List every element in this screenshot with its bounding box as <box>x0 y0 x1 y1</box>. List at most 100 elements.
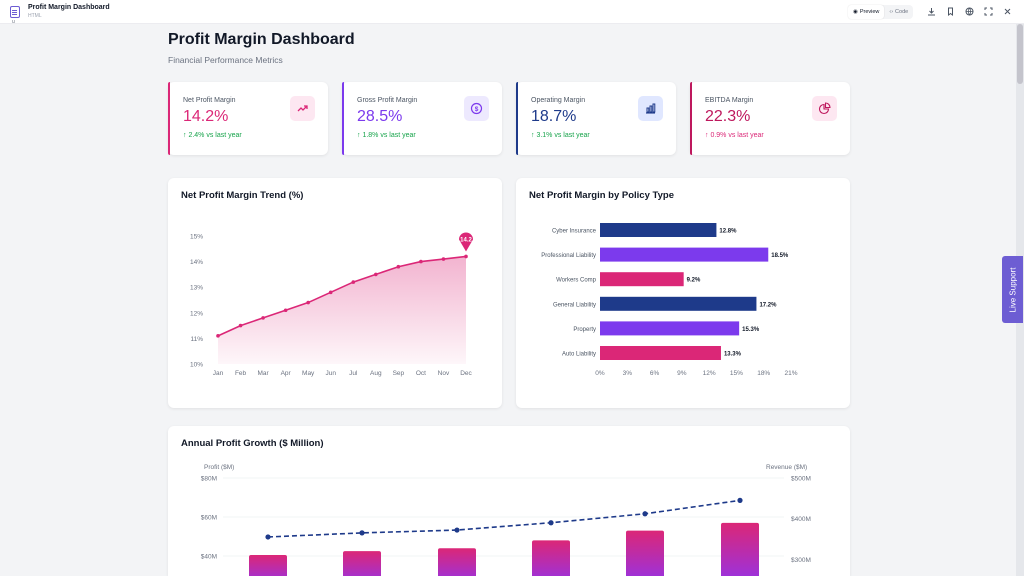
y-tick-label: 11% <box>190 336 203 343</box>
kpi-label: Net Profit Margin <box>183 97 236 104</box>
y-tick-left: $80M <box>201 476 217 483</box>
kpi-card-ebitda: EBITDA Margin 22.3% ↑ 0.9% vs last year <box>690 82 850 155</box>
chart-title: Net Profit Margin by Policy Type <box>529 190 674 201</box>
data-point <box>396 264 401 269</box>
kpi-accent <box>342 82 344 155</box>
page-subtitle: Financial Performance Metrics <box>168 55 283 65</box>
trend-up-icon <box>290 96 315 121</box>
x-tick-label: 9% <box>677 370 687 377</box>
profit-bar <box>343 551 381 576</box>
category-label: Professional Liability <box>541 253 596 259</box>
data-point <box>261 316 265 320</box>
y-axis-right-label: Revenue ($M) <box>766 464 807 471</box>
value-label: 12.8% <box>719 229 737 235</box>
chart-title: Annual Profit Growth ($ Million) <box>181 438 324 449</box>
bookmark-icon[interactable] <box>946 7 955 16</box>
kpi-trend: ↑ 3.1% vs last year <box>531 132 590 139</box>
y-axis-left-label: Profit ($M) <box>204 464 234 471</box>
kpi-value: 14.2% <box>183 108 229 125</box>
category-label: Workers Comp <box>556 278 597 284</box>
trend-chart: 10% 11% 12% 13% 14% 15% Jan Feb Mar Apr May Jun Jul A… <box>190 232 473 377</box>
kpi-accent <box>690 82 692 155</box>
y-tick-right: $500M <box>791 476 811 483</box>
x-tick-label: Mar <box>257 370 269 377</box>
x-tick-label: 6% <box>650 370 660 377</box>
x-tick-label: Feb <box>235 370 247 377</box>
data-point <box>238 323 243 328</box>
x-tick-label: Jun <box>325 370 336 377</box>
x-tick-label: Oct <box>416 370 426 377</box>
profit-bar <box>249 555 287 576</box>
revenue-line <box>267 499 741 538</box>
bar <box>600 321 740 336</box>
revenue-point <box>265 534 271 540</box>
value-label: 15.3% <box>742 327 760 333</box>
series-line <box>217 255 467 337</box>
sidebar-glyph: u <box>12 19 15 25</box>
data-point <box>306 300 310 305</box>
bar <box>600 223 717 237</box>
kpi-value: 28.5% <box>357 108 403 125</box>
y-tick-label: 14% <box>190 259 203 266</box>
download-icon[interactable] <box>927 7 936 16</box>
chart-title: Net Profit Margin Trend (%) <box>181 190 304 201</box>
data-point <box>464 254 468 259</box>
kpi-label: EBITDA Margin <box>705 97 754 104</box>
x-tick-label: 12% <box>703 370 716 377</box>
live-support-label: Live Support <box>1008 267 1017 312</box>
y-tick-right: $400M <box>791 516 811 523</box>
bar <box>600 272 684 287</box>
value-label: 13.3% <box>724 352 742 358</box>
page-title: Profit Margin Dashboard <box>168 31 355 48</box>
highlight-pin <box>459 232 473 252</box>
profit-bar <box>532 540 570 576</box>
highlight-label: 14.2 <box>460 237 472 243</box>
revenue-point <box>642 511 648 517</box>
kpi-trend: ↑ 1.8% vs last year <box>357 132 416 139</box>
x-tick-label: 15% <box>730 370 743 377</box>
category-label: Auto Liability <box>562 352 596 358</box>
x-tick-label: 0% <box>595 370 605 377</box>
policy-chart: Cyber Insurance 12.8% Professional Liabili… <box>541 223 798 377</box>
bar <box>600 296 757 311</box>
kpi-card-net-profit: Net Profit Margin 14.2% ↑ 2.4% vs last y… <box>168 82 328 155</box>
data-point <box>441 257 446 261</box>
revenue-point <box>359 530 365 536</box>
y-tick-label: 10% <box>190 362 203 369</box>
dollar-icon: $ <box>464 96 489 121</box>
category-label: Cyber Insurance <box>552 229 597 235</box>
profit-bar <box>438 548 476 576</box>
growth-chart-card: Annual Profit Growth ($ Million) Profit … <box>168 426 850 576</box>
x-tick-label: Sep <box>393 370 405 377</box>
x-tick-label: Jan <box>213 370 224 377</box>
data-point <box>419 259 423 264</box>
x-tick-label: Jul <box>349 370 358 377</box>
kpi-label: Operating Margin <box>531 97 586 104</box>
y-tick-left: $60M <box>201 515 217 522</box>
x-tick-label: Aug <box>370 370 382 377</box>
kpi-accent <box>516 82 518 155</box>
kpi-value: 22.3% <box>705 108 751 125</box>
y-tick-label: 15% <box>190 234 203 241</box>
x-tick-label: 3% <box>623 370 633 377</box>
bar <box>600 247 769 262</box>
bar <box>600 346 721 360</box>
policy-chart-card: Net Profit Margin by Policy Type Cyber I… <box>516 178 850 408</box>
y-tick-label: 12% <box>190 310 203 317</box>
x-tick-label: Nov <box>438 370 450 377</box>
live-support-button[interactable]: Live Support <box>1002 256 1023 323</box>
fullscreen-icon[interactable] <box>984 7 993 16</box>
globe-icon[interactable] <box>965 7 974 16</box>
close-icon[interactable] <box>1003 7 1012 16</box>
code-icon: ‹› <box>889 9 894 15</box>
code-button[interactable]: ‹› Code <box>884 5 913 19</box>
app-title: Profit Margin Dashboard <box>28 4 110 11</box>
scroll-thumb[interactable] <box>1017 24 1023 84</box>
value-label: 17.2% <box>759 302 777 308</box>
x-tick-label: 18% <box>757 370 770 377</box>
category-label: Property <box>573 327 596 333</box>
data-point <box>283 308 288 313</box>
profit-bar <box>721 522 759 576</box>
preview-button[interactable]: ◉ Preview <box>848 5 885 19</box>
data-point <box>374 272 378 277</box>
